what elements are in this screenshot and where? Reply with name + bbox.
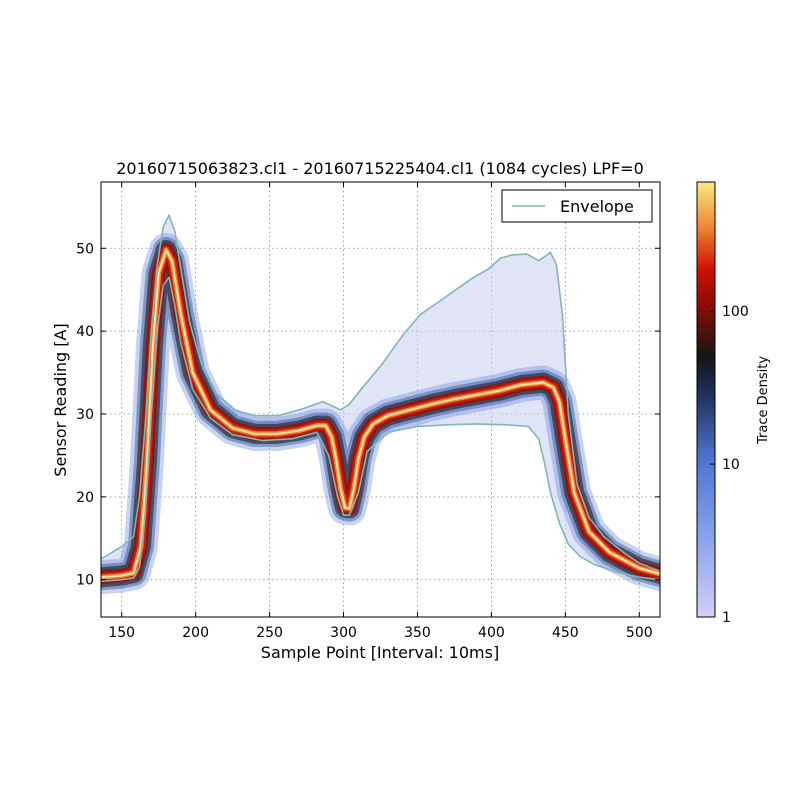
colorbar-ticks: 1 10 100 <box>710 304 749 626</box>
x-tick-label: 150 <box>108 625 135 641</box>
legend: Envelope <box>501 189 653 223</box>
plot-frame <box>100 181 661 618</box>
chart-title: 20160715063823.cl1 - 20160715225404.cl1 … <box>116 159 644 178</box>
colorbar-tick-label: 1 <box>722 610 731 626</box>
legend-label-envelope: Envelope <box>560 197 634 216</box>
x-axis-label: Sample Point [Interval: 10ms] <box>261 643 499 662</box>
x-axis: 150 200 250 300 350 400 450 500 <box>108 182 653 641</box>
colorbar: 1 10 100 Trace Density <box>696 181 771 626</box>
x-tick-label: 500 <box>626 625 653 641</box>
series-lines <box>101 214 660 583</box>
y-axis-label: Sensor Reading [A] <box>51 323 70 476</box>
x-tick-label: 450 <box>552 625 579 641</box>
colorbar-tick-label: 100 <box>722 304 749 320</box>
x-tick-label: 400 <box>478 625 505 641</box>
y-tick-label: 40 <box>76 324 94 340</box>
envelope-line-upper <box>101 214 660 573</box>
y-tick-label: 10 <box>76 573 94 589</box>
x-tick-label: 350 <box>404 625 431 641</box>
x-tick-label: 300 <box>330 625 357 641</box>
density-core-layer <box>101 248 660 579</box>
colorbar-label: Trace Density <box>756 356 771 445</box>
density-band-outer <box>101 215 660 582</box>
density-band <box>101 215 660 595</box>
colorbar-tick-label: 10 <box>722 457 740 473</box>
y-tick-label: 50 <box>76 241 94 257</box>
y-tick-label: 20 <box>76 490 94 506</box>
colorbar-gradient <box>696 181 716 618</box>
envelope-line-lower <box>101 276 660 583</box>
x-tick-label: 200 <box>182 625 209 641</box>
x-tick-label: 250 <box>256 625 283 641</box>
y-axis: 10 20 30 40 50 <box>76 241 660 589</box>
y-tick-label: 30 <box>76 407 94 423</box>
